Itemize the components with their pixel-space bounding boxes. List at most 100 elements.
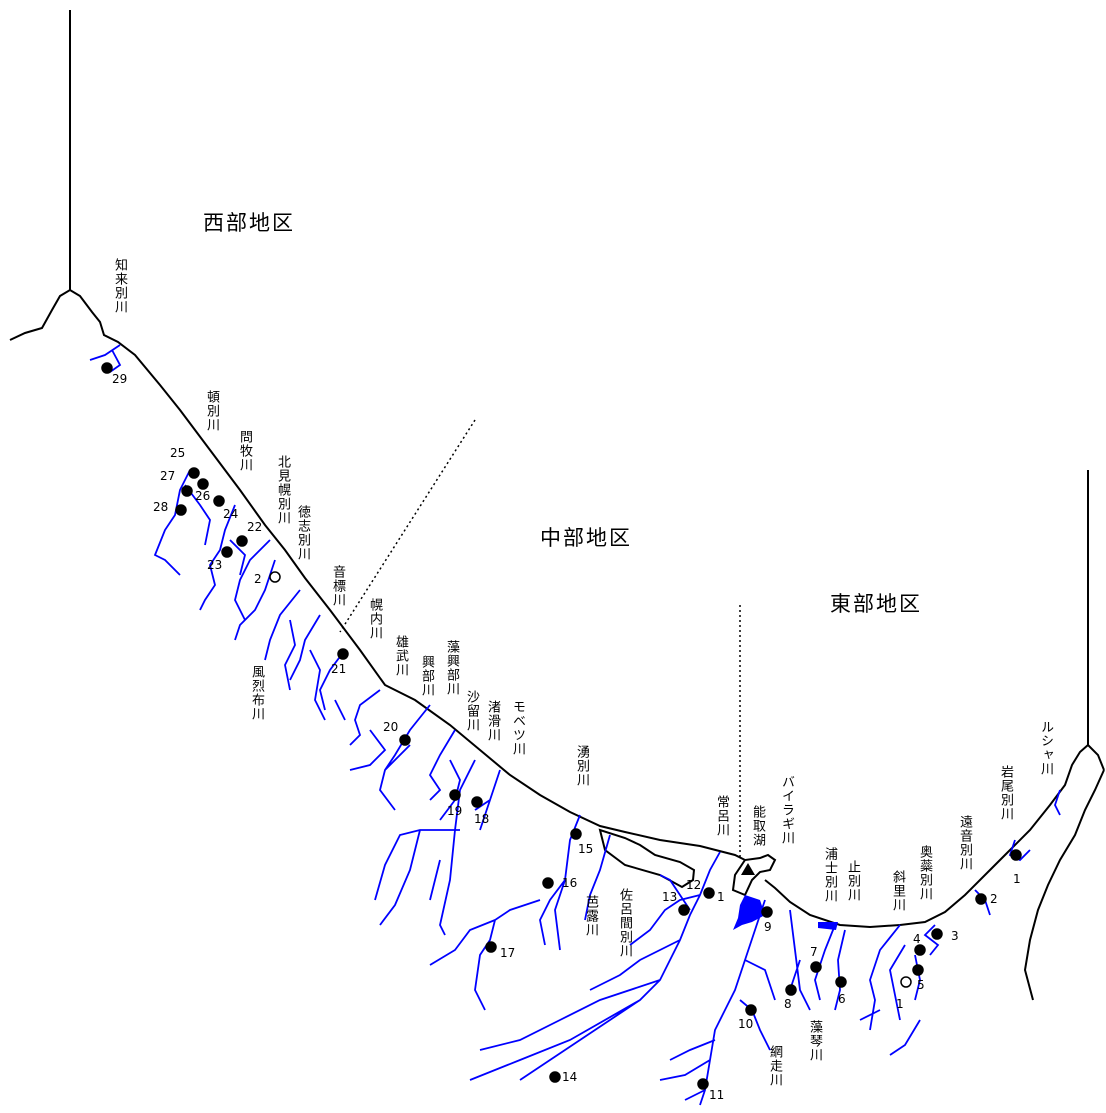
station-marker <box>975 893 987 905</box>
station-marker <box>449 789 461 801</box>
river-name: 沙留川 <box>464 690 479 732</box>
markers <box>101 362 1022 1090</box>
station-number: 1 <box>896 997 904 1011</box>
station-number: 4 <box>913 932 921 946</box>
station-marker <box>236 535 248 547</box>
river-name: 佐呂間別川 <box>617 888 632 958</box>
station-marker <box>570 828 582 840</box>
river-line <box>469 851 721 1081</box>
river-name: 藻興部川 <box>444 640 459 696</box>
river-line <box>1054 789 1061 816</box>
river-name: 渚滑川 <box>485 700 500 742</box>
notoro-lake <box>731 853 777 897</box>
river-name: 問牧川 <box>237 430 252 472</box>
river-line <box>659 899 776 1106</box>
station-number: 27 <box>160 469 176 483</box>
station-marker <box>785 984 797 996</box>
river-line <box>234 539 276 641</box>
station-number: 14 <box>562 1070 578 1084</box>
river-name: 徳志別川 <box>295 505 310 561</box>
station-number: 18 <box>474 812 490 826</box>
river-name: 雄武川 <box>393 635 408 677</box>
station-marker <box>810 961 822 973</box>
station-marker <box>741 863 755 875</box>
station-number: 24 <box>223 507 239 521</box>
river-line <box>429 814 581 1011</box>
rivers <box>89 344 1061 1106</box>
station-marker <box>931 928 943 940</box>
station-number: 7 <box>810 945 818 959</box>
peninsula-south <box>1023 769 1105 1001</box>
station-marker <box>697 1078 709 1090</box>
station-number: 23 <box>207 558 223 572</box>
river-line <box>153 469 211 576</box>
river-line <box>199 504 246 611</box>
station-number: 8 <box>784 997 792 1011</box>
river-name: 風烈布川 <box>249 665 264 721</box>
river-name: 北見幌別川 <box>275 455 290 525</box>
district-label: 西部地区 <box>203 211 295 235</box>
station-marker <box>678 904 690 916</box>
river-line <box>474 769 501 831</box>
station-number: 10 <box>738 1017 754 1031</box>
river-name: ルシャ川 <box>1038 720 1053 776</box>
station-number: 17 <box>500 946 516 960</box>
coastline <box>9 10 1105 1001</box>
lake <box>818 922 838 930</box>
river-line <box>923 924 940 956</box>
station-marker <box>213 495 225 507</box>
station-number: 16 <box>562 876 578 890</box>
river-name: 浦士別川 <box>822 847 837 903</box>
lake <box>733 895 765 930</box>
station-number: 22 <box>247 520 263 534</box>
river-name: 斜里川 <box>890 870 905 912</box>
river-line <box>89 344 122 373</box>
station-number: 3 <box>951 929 959 943</box>
station-marker <box>1010 849 1022 861</box>
lagoon <box>598 828 696 889</box>
river-name: 岩尾別川 <box>998 765 1013 821</box>
river-line <box>859 924 921 1056</box>
station-marker <box>542 877 554 889</box>
station-number: 21 <box>331 662 347 676</box>
station-marker <box>914 944 926 956</box>
station-marker <box>221 546 233 558</box>
district-label: 東部地区 <box>830 592 922 616</box>
river-name: 止別川 <box>845 860 860 902</box>
river-name: 奥蘂別川 <box>917 845 932 901</box>
river-line <box>289 614 326 721</box>
station-number: 2 <box>254 572 262 586</box>
station-number: 5 <box>917 978 925 992</box>
station-number: 20 <box>383 720 399 734</box>
station-marker <box>549 1071 561 1083</box>
station-number: 26 <box>195 489 211 503</box>
district-label: 中部地区 <box>540 526 632 550</box>
station-marker <box>188 467 200 479</box>
station-marker <box>337 648 349 660</box>
station-marker <box>703 887 715 899</box>
station-number: 29 <box>112 372 128 386</box>
station-marker <box>900 976 912 988</box>
river-name: 藻琴川 <box>807 1020 822 1062</box>
river-name: 常呂川 <box>714 795 729 837</box>
station-number: 13 <box>662 890 678 904</box>
river-line <box>379 704 431 811</box>
station-number: 1 <box>1013 872 1021 886</box>
river-line <box>374 759 476 936</box>
station-number: 19 <box>447 804 463 818</box>
station-marker <box>761 906 773 918</box>
station-number: 1 <box>717 890 725 904</box>
station-marker <box>101 362 113 374</box>
river-name: 幌内川 <box>367 598 382 640</box>
station-number: 2 <box>990 892 998 906</box>
station-marker <box>485 941 497 953</box>
station-number: 28 <box>153 500 169 514</box>
station-marker <box>399 734 411 746</box>
river-name: バイラギ川 <box>779 775 794 845</box>
coast <box>9 288 746 861</box>
station-marker <box>269 571 281 583</box>
station-marker <box>181 485 193 497</box>
river-name: モベツ川 <box>510 700 525 756</box>
station-number: 6 <box>838 992 846 1006</box>
